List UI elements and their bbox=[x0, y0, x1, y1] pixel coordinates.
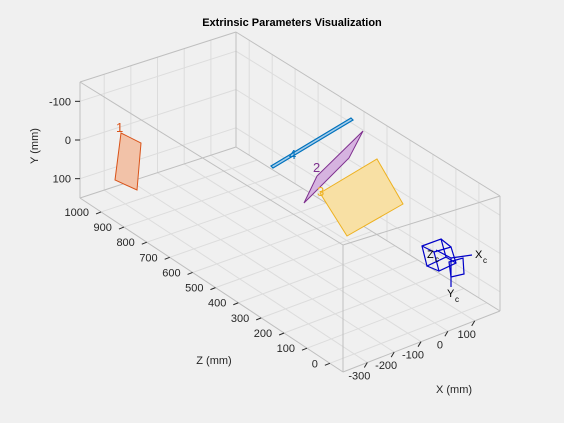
z-tick-label: 900 bbox=[94, 222, 112, 234]
pattern-4: 4 bbox=[270, 117, 354, 169]
z-axis-label: Z (mm) bbox=[196, 355, 231, 367]
z-axis-ticks: 0 100 200 300 400 500 600 700 800 900 1000 bbox=[65, 207, 331, 370]
grid-line bbox=[210, 154, 475, 322]
z-tick-label: 0 bbox=[312, 358, 318, 370]
chart-title: Extrinsic Parameters Visualization bbox=[202, 17, 382, 29]
grid-line bbox=[130, 180, 395, 353]
z-tick-mark bbox=[233, 302, 239, 306]
axes-edge bbox=[79, 81, 344, 246]
pattern-1: 1 bbox=[114, 120, 142, 191]
camera-x-label: X bbox=[475, 249, 483, 261]
camera-y-sub: c bbox=[455, 295, 459, 304]
grid-line bbox=[157, 172, 422, 343]
axes-edge bbox=[79, 197, 344, 373]
z-tick-label: 1000 bbox=[65, 207, 89, 219]
x-tick-mark bbox=[471, 320, 476, 327]
z-tick-label: 700 bbox=[139, 252, 157, 264]
z-tick-mark bbox=[187, 272, 193, 275]
z-tick-mark bbox=[141, 241, 147, 245]
grid-line bbox=[235, 50, 501, 216]
camera-edge bbox=[426, 265, 440, 272]
pattern-3-label: 3 bbox=[317, 184, 324, 199]
camera-x-axis bbox=[450, 254, 473, 259]
camera-edge bbox=[440, 238, 452, 248]
axes-box bbox=[79, 31, 501, 373]
camera-x-sub: c bbox=[483, 256, 487, 265]
y-tick-label: 0 bbox=[65, 135, 71, 147]
y-axis-label: Y (mm) bbox=[29, 128, 41, 164]
pattern-1-plane bbox=[114, 132, 142, 191]
pattern-4-plane bbox=[270, 117, 354, 169]
pattern-4-label: 4 bbox=[289, 147, 296, 162]
z-tick-mark bbox=[118, 226, 125, 230]
y-tick-label: -100 bbox=[49, 96, 71, 108]
z-tick-label: 200 bbox=[254, 328, 272, 340]
x-tick-mark bbox=[417, 341, 422, 347]
z-tick-label: 800 bbox=[116, 237, 134, 249]
x-axis-ticks: -300 -200 -100 0 100 bbox=[348, 320, 476, 383]
x-axis-label: X (mm) bbox=[436, 384, 472, 396]
grid-line bbox=[183, 163, 449, 332]
z-tick-label: 300 bbox=[231, 313, 249, 325]
y-axis-ticks: -100 0 100 bbox=[49, 96, 80, 186]
grid-line bbox=[79, 89, 237, 141]
camera-edge bbox=[421, 245, 435, 253]
y-tick-label: 100 bbox=[53, 174, 71, 186]
camera-lens bbox=[448, 257, 465, 278]
x-tick-mark bbox=[444, 330, 449, 337]
pattern-2-plane bbox=[303, 130, 364, 204]
x-tick-label: 0 bbox=[437, 339, 443, 351]
grid-lines bbox=[79, 40, 501, 364]
x-tick-label: -200 bbox=[375, 360, 397, 372]
z-tick-label: 600 bbox=[162, 267, 180, 279]
axes-edge bbox=[79, 31, 237, 83]
pattern-2-label: 2 bbox=[313, 160, 320, 175]
axes-edge bbox=[235, 31, 501, 197]
grid-line bbox=[79, 127, 237, 180]
camera-y-label: Y bbox=[447, 288, 455, 300]
pattern-3-plane bbox=[319, 158, 404, 237]
z-tick-mark bbox=[278, 332, 285, 336]
x-tick-label: -100 bbox=[402, 350, 424, 362]
camera bbox=[421, 238, 473, 287]
z-tick-mark bbox=[210, 287, 216, 291]
pattern-3: 3 bbox=[317, 158, 404, 237]
grid-line bbox=[79, 50, 237, 102]
z-tick-label: 400 bbox=[208, 298, 226, 310]
z-tick-label: 500 bbox=[185, 283, 203, 295]
x-tick-mark bbox=[363, 362, 368, 368]
z-tick-mark bbox=[324, 362, 331, 366]
camera-z-sub: c bbox=[435, 255, 439, 264]
x-tick-label: -300 bbox=[348, 371, 370, 383]
z-tick-mark bbox=[95, 211, 102, 215]
x-tick-label: 100 bbox=[458, 329, 476, 341]
z-tick-mark bbox=[164, 256, 170, 260]
x-tick-mark bbox=[390, 351, 395, 358]
axes-edge bbox=[235, 146, 501, 312]
pattern-1-label: 1 bbox=[116, 120, 123, 135]
camera-z-label: Z bbox=[427, 249, 434, 261]
axes-edge bbox=[79, 146, 237, 199]
grid-line bbox=[103, 189, 368, 363]
z-tick-label: 100 bbox=[277, 343, 295, 355]
axes-edge bbox=[342, 310, 501, 373]
camera-z-axis bbox=[435, 249, 452, 259]
z-tick-mark bbox=[301, 347, 308, 351]
pattern-2: 2 bbox=[303, 130, 364, 204]
z-tick-mark bbox=[256, 317, 262, 321]
axes-edge bbox=[342, 195, 501, 246]
